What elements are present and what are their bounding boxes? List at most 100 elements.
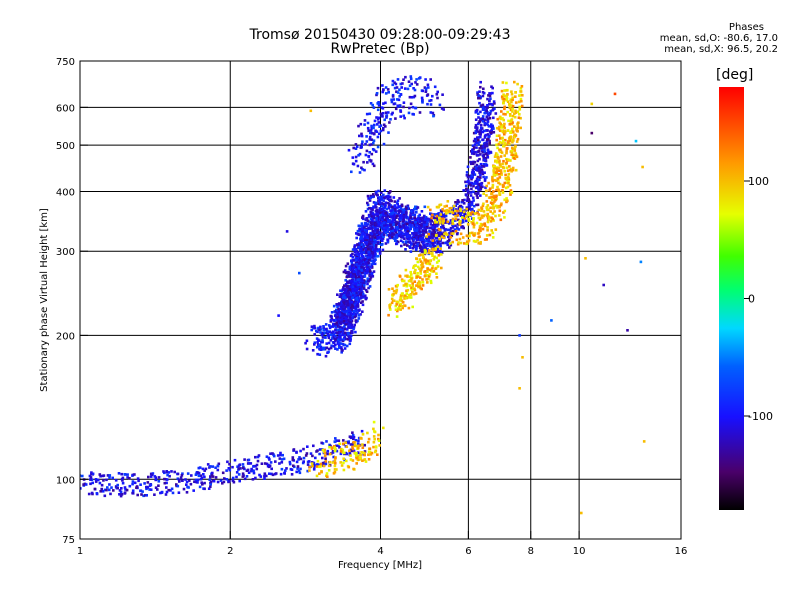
echo-point bbox=[408, 275, 412, 279]
echo-point bbox=[429, 220, 432, 223]
echo-point bbox=[426, 205, 430, 209]
echo-point bbox=[475, 194, 479, 197]
echo-point bbox=[481, 115, 485, 118]
echo-point bbox=[381, 90, 384, 94]
echo-point bbox=[521, 356, 524, 359]
echo-point bbox=[495, 173, 499, 176]
echo-point bbox=[225, 469, 228, 472]
echo-point bbox=[483, 146, 486, 150]
echo-point bbox=[356, 278, 359, 281]
echo-point bbox=[354, 312, 358, 316]
echo-point bbox=[421, 253, 425, 257]
echo-point bbox=[519, 116, 522, 120]
echo-point bbox=[482, 214, 485, 218]
echo-point bbox=[475, 108, 479, 112]
echo-point bbox=[135, 486, 138, 489]
echo-point bbox=[378, 231, 382, 235]
echo-point bbox=[149, 488, 153, 491]
x-tick-label: 10 bbox=[573, 546, 586, 557]
echo-point bbox=[173, 470, 176, 474]
echo-point bbox=[486, 106, 489, 109]
echo-point bbox=[349, 339, 352, 342]
echo-point bbox=[358, 224, 362, 228]
echo-point bbox=[466, 211, 470, 215]
echo-point bbox=[427, 251, 431, 255]
echo-point bbox=[375, 93, 378, 97]
echo-point bbox=[366, 126, 370, 130]
echo-point bbox=[590, 131, 594, 135]
echo-point bbox=[189, 482, 193, 486]
echo-point bbox=[323, 331, 326, 335]
echo-point bbox=[520, 85, 524, 88]
echo-point bbox=[508, 168, 512, 172]
echo-point bbox=[376, 118, 380, 121]
echo-point bbox=[338, 326, 342, 329]
echo-point bbox=[440, 251, 444, 254]
echo-point bbox=[338, 345, 341, 348]
echo-point bbox=[120, 477, 124, 481]
echo-point bbox=[365, 254, 368, 258]
echo-point bbox=[367, 241, 371, 244]
echo-point bbox=[371, 236, 374, 239]
echo-point bbox=[94, 480, 98, 483]
echo-point bbox=[501, 162, 504, 166]
echo-point bbox=[506, 199, 509, 203]
echo-point bbox=[363, 119, 367, 122]
echo-point bbox=[175, 483, 178, 486]
echo-point bbox=[347, 309, 350, 312]
echo-point bbox=[477, 153, 480, 157]
echo-point bbox=[351, 296, 354, 300]
echo-point bbox=[203, 469, 206, 472]
echo-point bbox=[318, 353, 322, 356]
echo-point bbox=[232, 480, 236, 484]
echo-point bbox=[355, 283, 358, 286]
echo-point bbox=[373, 437, 376, 441]
echo-point bbox=[479, 85, 482, 89]
echo-point bbox=[388, 304, 391, 307]
echo-point bbox=[336, 342, 340, 345]
echo-point bbox=[506, 141, 510, 144]
echo-point bbox=[439, 220, 442, 224]
echo-point bbox=[415, 211, 418, 214]
echo-point bbox=[412, 113, 415, 116]
echo-point bbox=[380, 207, 383, 211]
echo-point bbox=[350, 270, 354, 273]
echo-point bbox=[263, 474, 266, 478]
echo-point bbox=[513, 149, 517, 152]
echo-point bbox=[465, 242, 468, 246]
echo-point bbox=[500, 141, 504, 145]
echo-point bbox=[283, 472, 286, 475]
echo-point bbox=[194, 478, 198, 482]
echo-point bbox=[247, 471, 251, 474]
echo-point bbox=[345, 452, 349, 456]
echo-point bbox=[402, 78, 405, 81]
echo-point bbox=[487, 112, 490, 116]
echo-point bbox=[483, 123, 486, 127]
echo-point bbox=[471, 222, 475, 225]
echo-point bbox=[472, 131, 476, 135]
echo-point bbox=[399, 104, 402, 108]
echo-point bbox=[351, 316, 355, 320]
phase-heading: Phases bbox=[728, 22, 764, 33]
echo-point bbox=[499, 137, 502, 140]
echo-point bbox=[360, 285, 363, 289]
echo-point bbox=[228, 462, 231, 466]
echo-point bbox=[413, 287, 416, 291]
echo-point bbox=[347, 300, 351, 303]
echo-point bbox=[382, 233, 386, 237]
echo-point bbox=[335, 338, 339, 341]
echo-point bbox=[443, 229, 447, 232]
echo-point bbox=[496, 177, 499, 180]
echo-point bbox=[516, 126, 520, 130]
echo-point bbox=[485, 144, 489, 148]
echo-point bbox=[263, 472, 267, 475]
echo-point bbox=[354, 147, 358, 150]
echo-point bbox=[510, 100, 513, 104]
echo-point bbox=[498, 176, 502, 179]
echo-point bbox=[375, 218, 378, 221]
echo-point bbox=[326, 449, 330, 453]
echo-point bbox=[399, 210, 402, 213]
echo-point bbox=[440, 253, 443, 256]
echo-point bbox=[500, 171, 503, 175]
echo-point bbox=[404, 294, 407, 297]
